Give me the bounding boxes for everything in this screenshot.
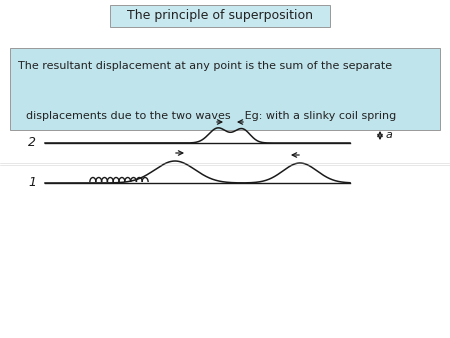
- Text: 2: 2: [28, 137, 36, 149]
- Text: displacements due to the two waves    Eg: with a slinky coil spring: displacements due to the two waves Eg: w…: [26, 111, 396, 121]
- FancyBboxPatch shape: [110, 5, 330, 27]
- Text: The resultant displacement at any point is the sum of the separate: The resultant displacement at any point …: [18, 61, 392, 71]
- Text: a: a: [386, 130, 393, 141]
- Text: The principle of superposition: The principle of superposition: [127, 9, 313, 23]
- FancyBboxPatch shape: [10, 48, 440, 130]
- Text: 1: 1: [28, 176, 36, 190]
